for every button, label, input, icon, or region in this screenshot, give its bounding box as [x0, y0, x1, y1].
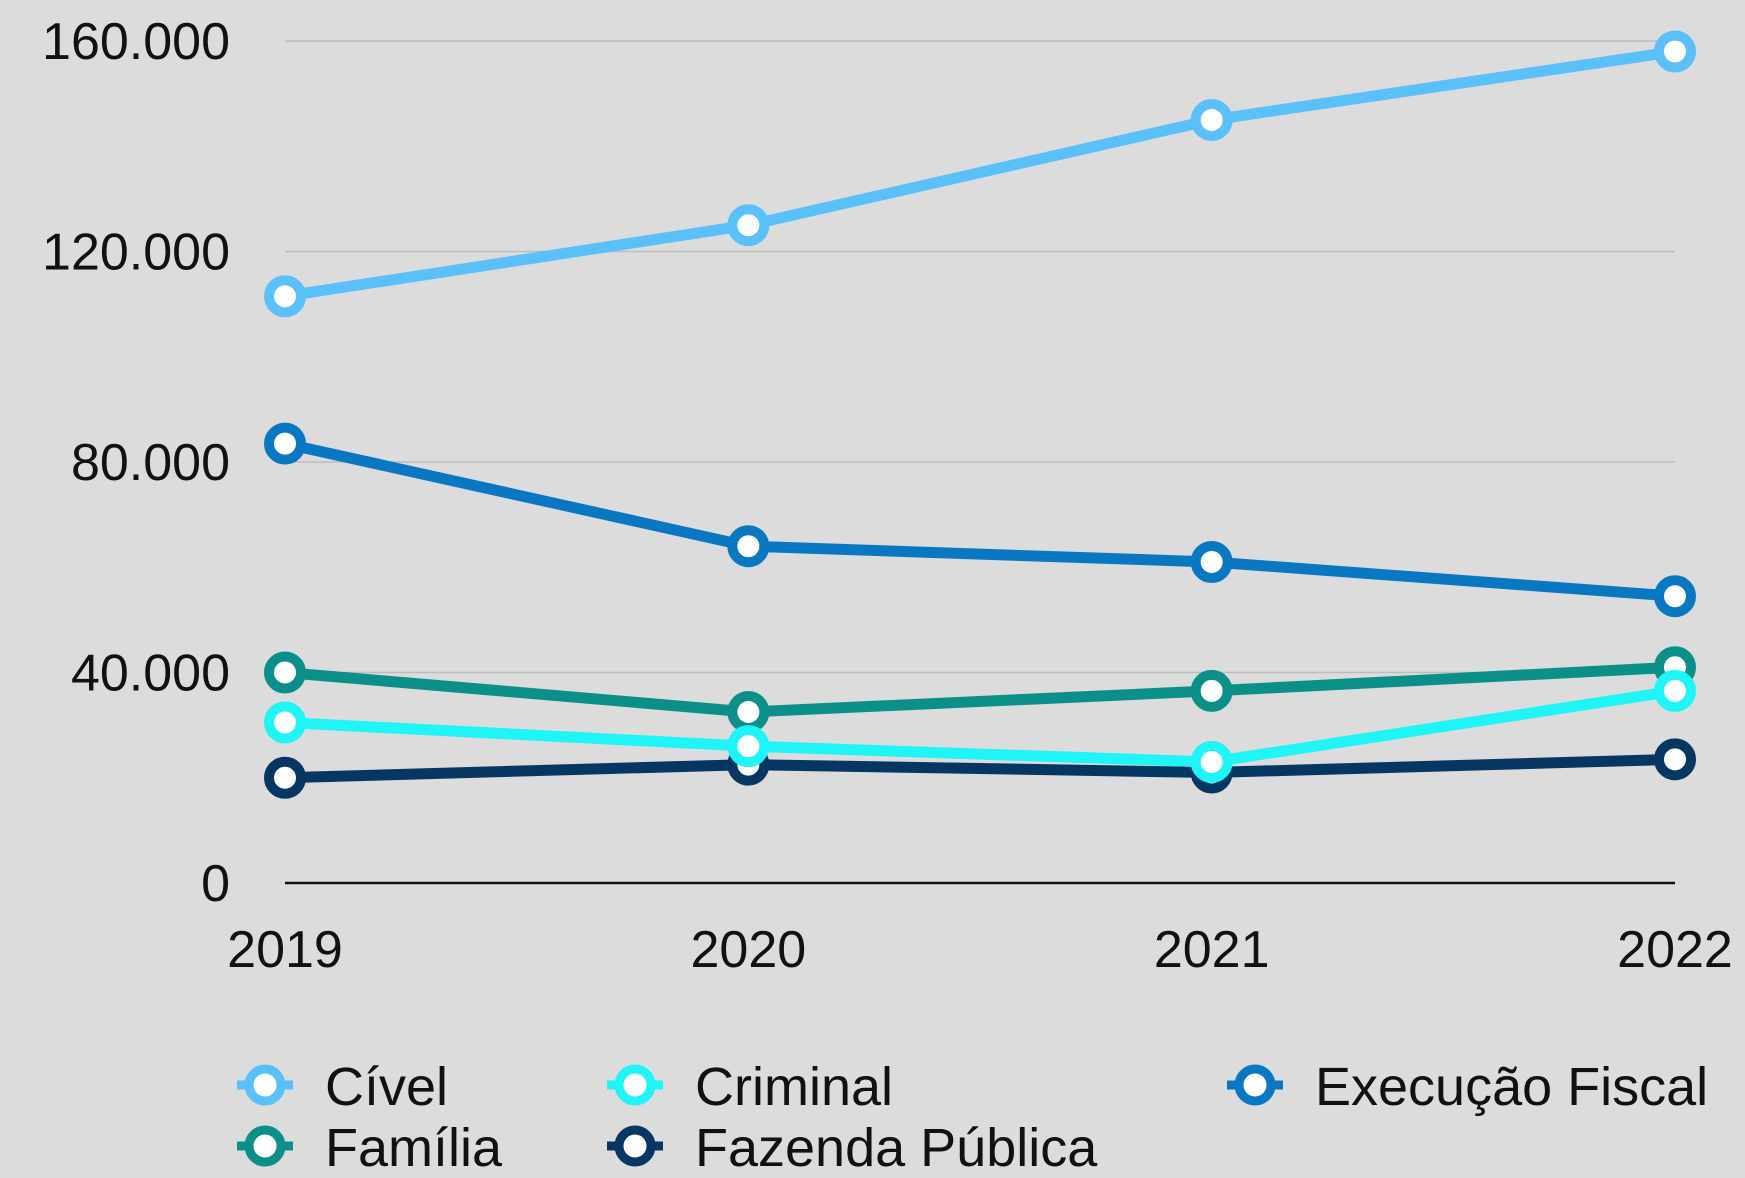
data-point — [1190, 540, 1233, 583]
legend-swatch-marker — [614, 1064, 656, 1106]
x-axis-tick-labels: 2019 2020 2021 2022 — [227, 921, 1733, 979]
legend-label: Criminal — [695, 1057, 893, 1117]
series-line — [279, 46, 1681, 302]
x-tick-label: 2022 — [1617, 921, 1733, 979]
legend-item-execucao-fiscal: Execução Fiscal — [1227, 1057, 1708, 1117]
series-line — [279, 438, 1681, 602]
series-0 — [264, 30, 1696, 318]
data-point — [1190, 740, 1233, 783]
data-point — [727, 725, 770, 768]
y-tick-label: 0 — [201, 855, 230, 913]
data-point — [264, 275, 306, 318]
y-tick-label: 120.000 — [42, 224, 230, 282]
data-point — [1654, 575, 1696, 618]
legend-item-criminal: Criminal — [607, 1057, 893, 1117]
series-1 — [264, 669, 1696, 783]
series-3 — [264, 646, 1696, 733]
y-tick-label: 160.000 — [42, 13, 230, 71]
legend-swatch-marker — [1234, 1064, 1276, 1106]
series-line — [279, 685, 1681, 768]
series-2 — [264, 422, 1696, 618]
data-point — [1654, 738, 1696, 781]
series-line — [279, 753, 1681, 784]
legend-label: Família — [325, 1118, 503, 1178]
data-point — [264, 651, 306, 694]
y-axis-tick-labels: 0 40.000 80.000 120.000 160.000 — [42, 13, 230, 913]
y-tick-label: 80.000 — [71, 434, 230, 492]
data-point — [727, 204, 770, 247]
x-tick-label: 2019 — [227, 921, 343, 979]
series-line — [279, 661, 1681, 718]
data-point — [727, 690, 770, 733]
legend-item-fazenda-publica: Fazenda Pública — [607, 1118, 1098, 1178]
legend-swatch-marker — [244, 1064, 286, 1106]
legend-label: Cível — [325, 1057, 448, 1117]
data-point — [1654, 669, 1696, 712]
x-tick-label: 2020 — [690, 921, 806, 979]
data-point — [1190, 98, 1233, 141]
legend: Cível Criminal Execução Fiscal Família F… — [237, 1057, 1708, 1178]
legend-label: Execução Fiscal — [1315, 1057, 1708, 1117]
data-point — [727, 525, 770, 568]
y-tick-label: 40.000 — [71, 645, 230, 703]
data-point — [264, 422, 306, 465]
data-point — [264, 701, 306, 744]
legend-swatch-marker — [244, 1125, 286, 1167]
series-layer — [264, 30, 1696, 799]
data-point — [264, 756, 306, 799]
gridlines — [285, 40, 1675, 674]
x-tick-label: 2021 — [1154, 921, 1270, 979]
data-point — [1654, 30, 1696, 73]
legend-label: Fazenda Pública — [695, 1118, 1098, 1178]
data-point — [1190, 669, 1233, 712]
legend-item-civel: Cível — [237, 1057, 448, 1117]
legend-swatch-marker — [614, 1125, 656, 1167]
legend-item-familia: Família — [237, 1118, 503, 1178]
